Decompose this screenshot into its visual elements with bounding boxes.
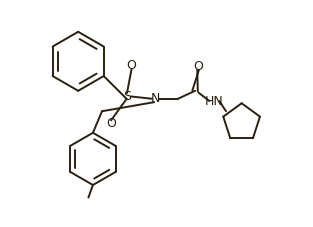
Text: S: S (123, 90, 131, 103)
Text: O: O (193, 60, 203, 74)
Text: O: O (126, 59, 136, 72)
Text: HN: HN (205, 94, 224, 108)
Text: N: N (151, 92, 160, 105)
Text: O: O (106, 117, 116, 130)
